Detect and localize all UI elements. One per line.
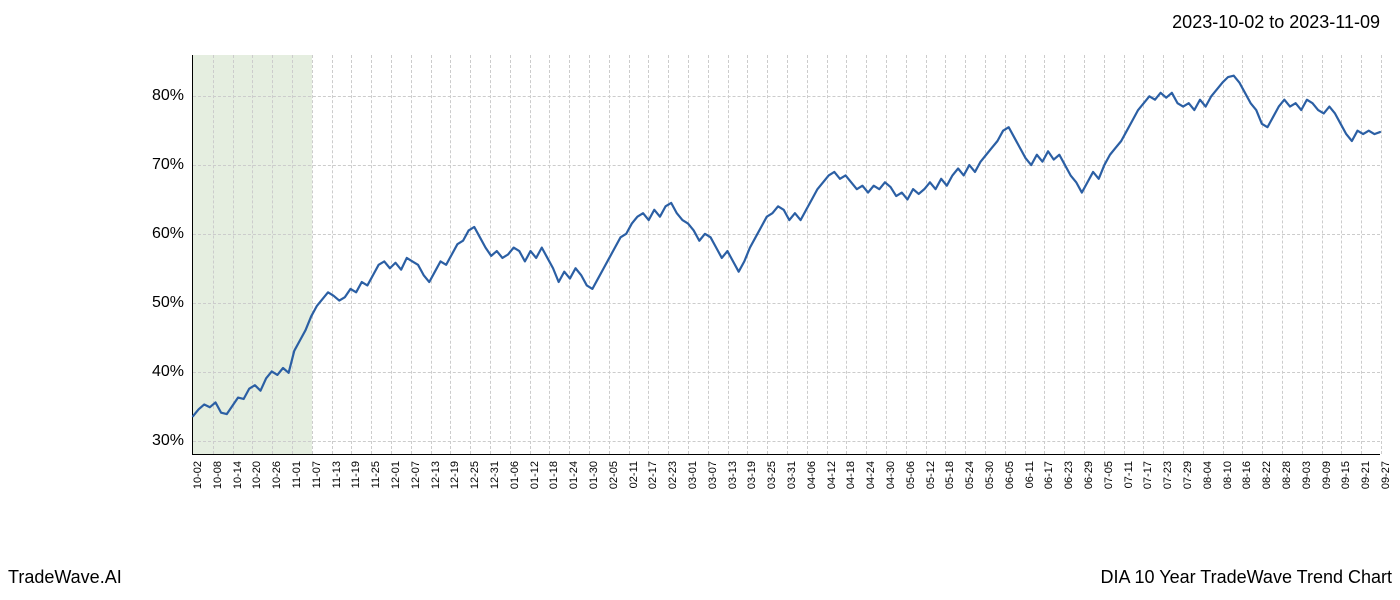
x-tick-label: 01-12 bbox=[529, 461, 541, 489]
x-tick-label: 10-20 bbox=[251, 461, 263, 489]
x-tick-label: 10-26 bbox=[271, 461, 283, 489]
x-tick-label: 04-18 bbox=[845, 461, 857, 489]
x-tick-label: 12-31 bbox=[489, 461, 501, 489]
x-tick-label: 11-13 bbox=[331, 461, 343, 488]
x-tick-label: 10-02 bbox=[192, 461, 204, 489]
x-tick-label: 03-19 bbox=[746, 461, 758, 489]
x-tick-label: 10-08 bbox=[212, 461, 224, 489]
x-tick-label: 07-05 bbox=[1103, 461, 1115, 489]
y-axis: 30% 40% 50% 60% 70% 80% bbox=[120, 55, 192, 455]
plot-area bbox=[192, 55, 1380, 455]
x-tick-label: 05-06 bbox=[905, 461, 917, 489]
x-tick-label: 11-01 bbox=[291, 461, 303, 488]
x-tick-label: 08-22 bbox=[1261, 461, 1273, 489]
footer-title: DIA 10 Year TradeWave Trend Chart bbox=[1101, 567, 1393, 588]
x-tick-label: 02-05 bbox=[608, 461, 620, 489]
y-tick-label: 70% bbox=[152, 156, 184, 174]
trend-chart: 30% 40% 50% 60% 70% 80% 10-02 10-08 10-14 10-20 1… bbox=[120, 55, 1380, 495]
x-tick-label: 07-23 bbox=[1162, 461, 1174, 489]
x-tick-label: 08-28 bbox=[1281, 461, 1293, 489]
x-tick-label: 03-01 bbox=[687, 461, 699, 489]
x-tick-label: 09-21 bbox=[1360, 461, 1372, 489]
x-tick-label: 04-12 bbox=[826, 461, 838, 489]
x-tick-label: 01-24 bbox=[568, 461, 580, 489]
x-tick-label: 03-31 bbox=[786, 461, 798, 489]
x-tick-label: 06-05 bbox=[1004, 461, 1016, 489]
x-tick-label: 03-25 bbox=[766, 461, 778, 489]
x-tick-label: 09-03 bbox=[1301, 461, 1313, 489]
x-tick-label: 02-17 bbox=[647, 461, 659, 489]
x-tick-label: 05-12 bbox=[925, 461, 937, 489]
gridline-vertical bbox=[1381, 55, 1382, 454]
x-tick-label: 12-01 bbox=[390, 461, 402, 489]
x-tick-label: 12-19 bbox=[449, 461, 461, 489]
x-tick-label: 03-13 bbox=[727, 461, 739, 489]
trend-line bbox=[193, 76, 1380, 417]
x-tick-label: 06-11 bbox=[1024, 461, 1036, 488]
x-tick-label: 12-13 bbox=[430, 461, 442, 489]
y-tick-label: 50% bbox=[152, 294, 184, 312]
x-tick-label: 11-07 bbox=[311, 461, 323, 488]
x-tick-label: 08-04 bbox=[1202, 461, 1214, 489]
x-tick-label: 02-23 bbox=[667, 461, 679, 489]
x-tick-label: 04-24 bbox=[865, 461, 877, 489]
x-tick-label: 09-15 bbox=[1340, 461, 1352, 489]
x-tick-label: 05-18 bbox=[944, 461, 956, 489]
x-tick-label: 02-11 bbox=[628, 461, 640, 488]
line-svg bbox=[193, 55, 1380, 454]
x-tick-label: 06-17 bbox=[1043, 461, 1055, 489]
y-tick-label: 40% bbox=[152, 363, 184, 381]
x-tick-label: 06-29 bbox=[1083, 461, 1095, 489]
x-tick-label: 03-07 bbox=[707, 461, 719, 489]
x-tick-label: 05-30 bbox=[984, 461, 996, 489]
y-tick-label: 80% bbox=[152, 87, 184, 105]
x-tick-label: 01-06 bbox=[509, 461, 521, 489]
x-tick-label: 09-09 bbox=[1321, 461, 1333, 489]
x-tick-label: 11-25 bbox=[370, 461, 382, 488]
x-tick-label: 09-27 bbox=[1380, 461, 1392, 489]
x-tick-label: 01-30 bbox=[588, 461, 600, 489]
x-tick-label: 06-23 bbox=[1063, 461, 1075, 489]
x-tick-label: 11-19 bbox=[350, 461, 362, 488]
x-axis: 10-02 10-08 10-14 10-20 10-26 11-01 11-07 11-13… bbox=[192, 455, 1380, 555]
x-tick-label: 04-30 bbox=[885, 461, 897, 489]
x-tick-label: 08-16 bbox=[1241, 461, 1253, 489]
x-tick-label: 07-11 bbox=[1123, 461, 1135, 488]
y-tick-label: 60% bbox=[152, 225, 184, 243]
date-range-label: 2023-10-02 to 2023-11-09 bbox=[1172, 12, 1380, 33]
x-tick-label: 10-14 bbox=[232, 461, 244, 489]
x-tick-label: 12-07 bbox=[410, 461, 422, 489]
y-tick-label: 30% bbox=[152, 432, 184, 450]
x-tick-label: 01-18 bbox=[548, 461, 560, 489]
x-tick-label: 08-10 bbox=[1222, 461, 1234, 489]
x-tick-label: 05-24 bbox=[964, 461, 976, 489]
x-tick-label: 07-17 bbox=[1142, 461, 1154, 489]
x-tick-label: 04-06 bbox=[806, 461, 818, 489]
x-tick-label: 07-29 bbox=[1182, 461, 1194, 489]
footer-brand: TradeWave.AI bbox=[8, 567, 122, 588]
x-tick-label: 12-25 bbox=[469, 461, 481, 489]
